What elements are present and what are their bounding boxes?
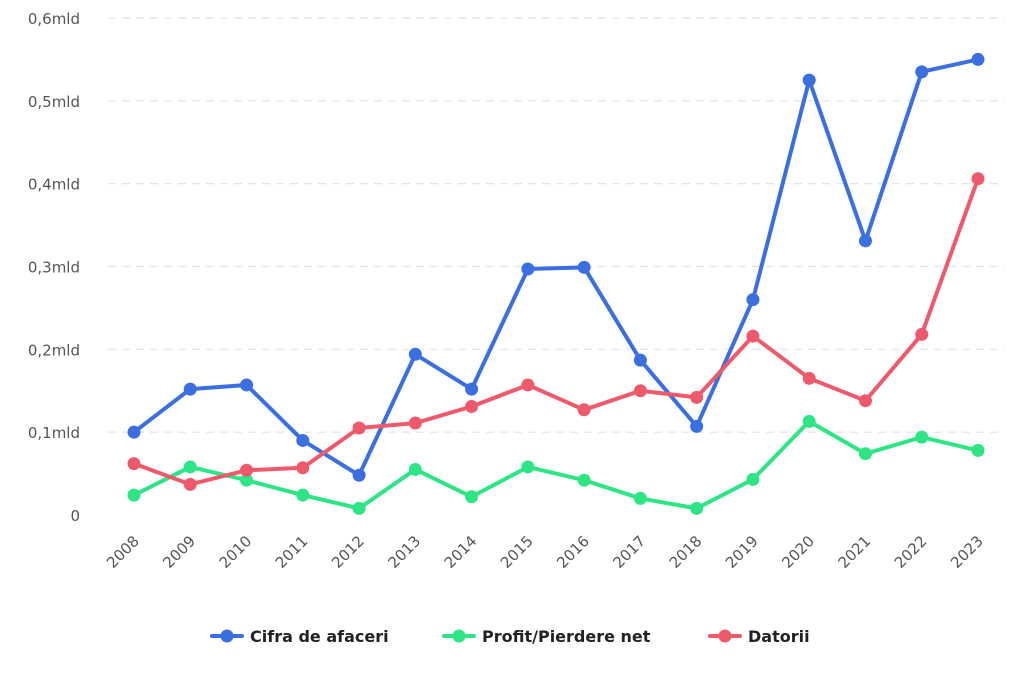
x-tick-label: 2010 xyxy=(216,532,256,572)
data-point[interactable] xyxy=(240,378,254,392)
data-point[interactable] xyxy=(633,491,647,505)
data-point[interactable] xyxy=(915,430,929,444)
legend-label: Profit/Pierdere net xyxy=(482,627,651,646)
data-point[interactable] xyxy=(858,447,872,461)
data-point[interactable] xyxy=(971,52,985,66)
grid-lines xyxy=(108,17,1005,433)
legend-marker-icon xyxy=(220,629,234,643)
series-1 xyxy=(127,414,985,515)
data-point[interactable] xyxy=(127,488,141,502)
data-point[interactable] xyxy=(858,394,872,408)
series-line xyxy=(132,57,980,478)
x-tick-label: 2016 xyxy=(553,532,593,572)
data-point[interactable] xyxy=(915,65,929,79)
legend-label: Datorii xyxy=(748,627,810,646)
y-tick-label: 0,1mld xyxy=(28,424,80,442)
data-point[interactable] xyxy=(858,234,872,248)
legend-label: Cifra de afaceri xyxy=(250,627,389,646)
data-point[interactable] xyxy=(408,416,422,430)
legend-item[interactable]: Datorii xyxy=(708,627,810,646)
data-point[interactable] xyxy=(633,353,647,367)
x-tick-label: 2022 xyxy=(891,532,931,572)
series-2 xyxy=(127,172,985,491)
x-tick-label: 2021 xyxy=(835,532,875,572)
data-point[interactable] xyxy=(802,371,816,385)
x-tick-label: 2018 xyxy=(666,532,706,572)
x-tick-label: 2011 xyxy=(272,532,312,572)
x-tick-label: 2014 xyxy=(441,532,481,572)
data-point[interactable] xyxy=(746,329,760,343)
data-point[interactable] xyxy=(690,419,704,433)
data-point[interactable] xyxy=(971,172,985,186)
y-tick-label: 0,2mld xyxy=(28,341,80,359)
x-tick-label: 2008 xyxy=(103,532,143,572)
x-tick-label: 2015 xyxy=(497,532,537,572)
data-point[interactable] xyxy=(183,382,197,396)
x-tick-label: 2013 xyxy=(384,532,424,572)
data-point[interactable] xyxy=(577,473,591,487)
x-tick-label: 2017 xyxy=(609,532,649,572)
y-tick-label: 0,6mld xyxy=(28,10,80,28)
data-point[interactable] xyxy=(408,462,422,476)
legend-marker-icon xyxy=(452,629,466,643)
data-point[interactable] xyxy=(127,457,141,471)
data-point[interactable] xyxy=(352,421,366,435)
data-point[interactable] xyxy=(577,403,591,417)
data-point[interactable] xyxy=(352,501,366,515)
y-tick-label: 0,3mld xyxy=(28,259,80,277)
data-point[interactable] xyxy=(746,472,760,486)
y-axis-ticks: 0 0,1mld 0,2mld 0,3mld 0,4mld 0,5mld 0,6mld xyxy=(28,10,80,525)
data-point[interactable] xyxy=(240,473,254,487)
data-point[interactable] xyxy=(127,425,141,439)
data-point[interactable] xyxy=(690,501,704,515)
legend-item[interactable]: Profit/Pierdere net xyxy=(442,627,651,646)
y-tick-label: 0,5mld xyxy=(28,93,80,111)
data-point[interactable] xyxy=(352,468,366,482)
data-point[interactable] xyxy=(240,463,254,477)
series-0 xyxy=(127,52,985,482)
data-point[interactable] xyxy=(465,399,479,413)
data-point[interactable] xyxy=(521,378,535,392)
series-line xyxy=(132,176,980,487)
data-point[interactable] xyxy=(633,384,647,398)
data-point[interactable] xyxy=(915,327,929,341)
data-point[interactable] xyxy=(465,382,479,396)
data-point[interactable] xyxy=(802,73,816,87)
data-point[interactable] xyxy=(296,488,310,502)
data-point[interactable] xyxy=(577,260,591,274)
y-tick-label: 0 xyxy=(70,507,80,525)
x-tick-label: 2020 xyxy=(778,532,818,572)
y-tick-label: 0,4mld xyxy=(28,176,80,194)
x-axis-ticks: 2008 2009 2010 2011 2012 2013 2014 2015 2016 2017… xyxy=(103,532,987,572)
data-point[interactable] xyxy=(296,433,310,447)
legend-item[interactable]: Cifra de afaceri xyxy=(210,627,389,646)
x-tick-label: 2019 xyxy=(722,532,762,572)
series-line xyxy=(132,419,980,511)
data-point[interactable] xyxy=(802,414,816,428)
data-point[interactable] xyxy=(746,293,760,307)
legend: Cifra de afaceri Profit/Pierdere net Dator… xyxy=(210,627,810,646)
data-point[interactable] xyxy=(408,347,422,361)
data-point[interactable] xyxy=(521,262,535,276)
legend-marker-icon xyxy=(718,629,732,643)
data-point[interactable] xyxy=(465,490,479,504)
series-lines xyxy=(127,52,985,515)
data-point[interactable] xyxy=(971,443,985,457)
x-tick-label: 2009 xyxy=(159,532,199,572)
x-tick-label: 2012 xyxy=(328,532,368,572)
x-tick-label: 2023 xyxy=(947,532,987,572)
data-point[interactable] xyxy=(183,477,197,491)
data-point[interactable] xyxy=(296,461,310,475)
data-point[interactable] xyxy=(690,390,704,404)
data-point[interactable] xyxy=(183,460,197,474)
data-point[interactable] xyxy=(521,460,535,474)
